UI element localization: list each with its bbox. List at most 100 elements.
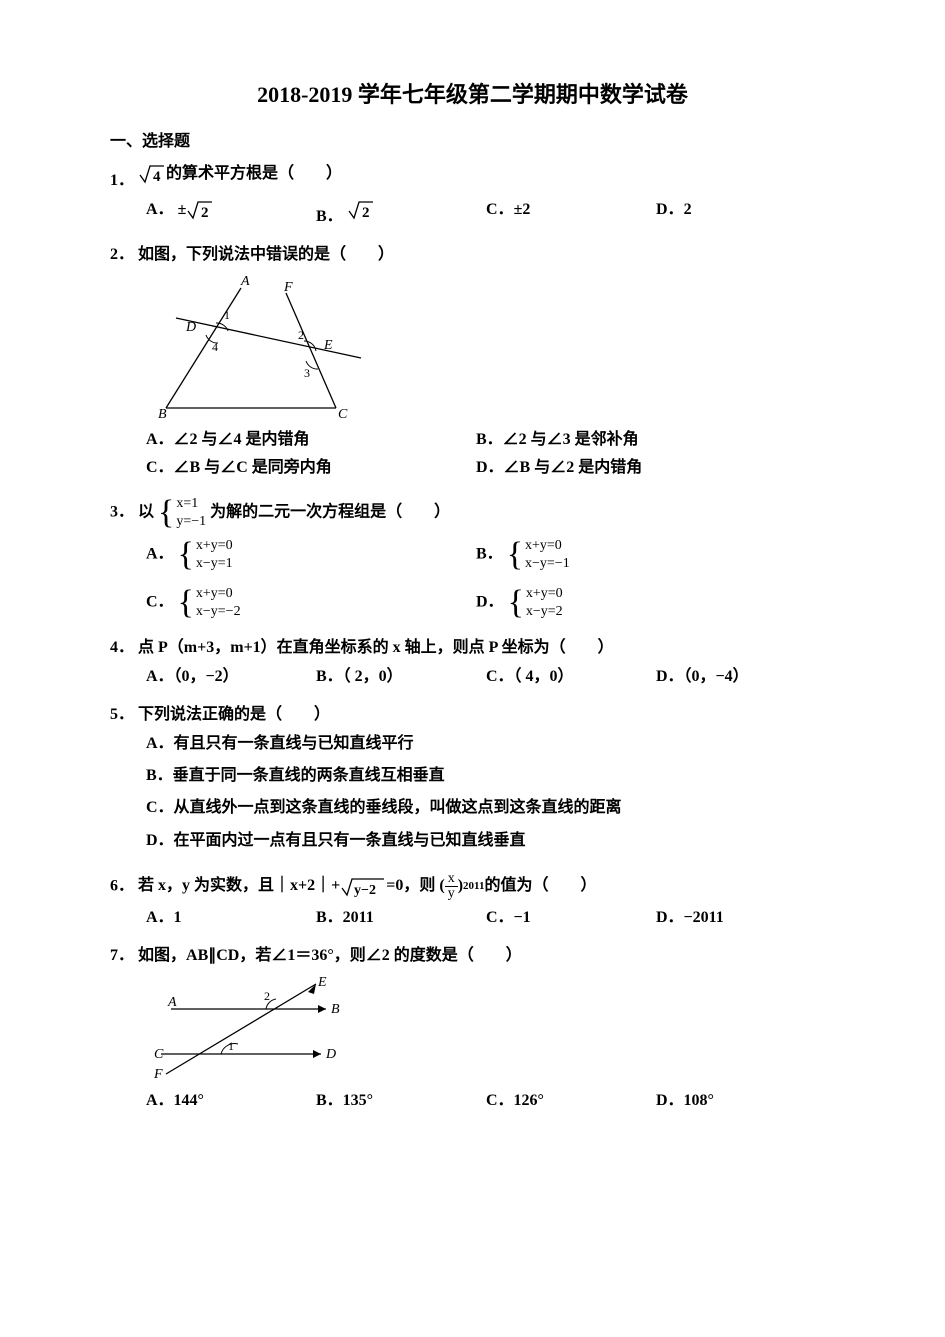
svg-text:3: 3 <box>304 366 310 380</box>
question-2: 2． 如图，下列说法中错误的是（ ） <box>110 244 835 266</box>
opt-label: B． <box>316 208 343 225</box>
svg-text:D: D <box>325 1047 336 1062</box>
q3-num: 3． <box>110 504 134 521</box>
question-5: 5． 下列说法正确的是（ ） <box>110 704 835 726</box>
fraction: x y <box>445 872 458 901</box>
svg-text:C: C <box>154 1047 164 1062</box>
q7-opt-a: A．144° <box>146 1090 306 1112</box>
opt-label: D． <box>476 594 504 611</box>
q7-num: 7． <box>110 947 134 964</box>
q1-opt-a: A． ± 2 <box>146 199 306 228</box>
q4-text: 点 P（m+3，m+1）在直角坐标系的 x 轴上，则点 P 坐标为（ ） <box>138 639 614 656</box>
sys-line: x−y=2 <box>526 603 563 621</box>
frac-num: x <box>445 872 458 887</box>
opt-label: C． <box>486 201 514 218</box>
svg-text:A: A <box>240 274 250 289</box>
q4-opt-a: A．（0，−2） <box>146 666 306 688</box>
svg-text:2: 2 <box>201 205 209 221</box>
q5-num: 5． <box>110 706 134 723</box>
q1-opt-c: C．±2 <box>486 199 646 228</box>
sys-line: x+y=0 <box>196 585 241 603</box>
svg-text:1: 1 <box>224 308 230 322</box>
text-part: 若 x，y 为实数，且｜x+2｜+ <box>138 875 340 897</box>
q5-opt-a: A．有且只有一条直线与已知直线平行 <box>146 733 825 755</box>
q5-opt-d: D．在平面内过一点有且只有一条直线与已知直线垂直 <box>146 830 825 852</box>
q7-opt-c: C．126° <box>486 1090 646 1112</box>
q4-opt-c: C．（ 4，0） <box>486 666 646 688</box>
svg-text:E: E <box>317 975 327 990</box>
q3-opt-c: C． {x+y=0x−y=−2 <box>146 585 466 621</box>
svg-text:A: A <box>167 995 177 1010</box>
svg-text:2: 2 <box>264 989 270 1003</box>
sys-line: x+y=0 <box>525 537 570 555</box>
q7-opt-b: B．135° <box>316 1090 476 1112</box>
q3-opt-b: B． {x+y=0x−y=−1 <box>476 537 796 573</box>
section-header: 一、选择题 <box>110 131 835 153</box>
opt-value: ±2 <box>514 201 531 218</box>
svg-text:y−2: y−2 <box>354 883 376 898</box>
q1-opt-d: D．2 <box>656 199 816 228</box>
q2-figure: A B C D E F 1 4 2 3 <box>146 273 835 423</box>
question-7: 7． 如图，AB∥CD，若∠1＝36°，则∠2 的度数是（ ） <box>110 945 835 967</box>
q2-opt-c: C．∠B 与∠C 是同旁内角 <box>146 457 466 479</box>
q2-text: 如图，下列说法中错误的是（ ） <box>138 246 394 263</box>
q1-options: A． ± 2 B． 2 C．±2 D．2 <box>146 199 835 234</box>
q6-opt-c: C．−1 <box>486 907 646 929</box>
sqrt-icon: 4 <box>138 163 166 185</box>
q1-opt-b: B． 2 <box>316 199 476 228</box>
q6-opt-d: D．−2011 <box>656 907 816 929</box>
question-3: 3． 以 { x=1 y=−1 为解的二元一次方程组是（ ） <box>110 495 835 531</box>
svg-text:4: 4 <box>212 340 218 354</box>
svg-text:B: B <box>331 1002 340 1017</box>
q2-options: A．∠2 与∠4 是内错角 B．∠2 与∠3 是邻补角 C．∠B 与∠C 是同旁… <box>146 429 835 486</box>
q6-text: 若 x，y 为实数，且｜x+2｜+ y−2 =0，则 ( x y )2011 的… <box>138 872 596 901</box>
q1-num: 1． <box>110 172 134 189</box>
sys-line: y=−1 <box>176 513 206 531</box>
sys-line: x=1 <box>176 495 206 513</box>
page-title: 2018-2019 学年七年级第二学期期中数学试卷 <box>110 80 835 111</box>
q3-opt-d: D． {x+y=0x−y=2 <box>476 585 796 621</box>
q5-opt-b: B．垂直于同一条直线的两条直线互相垂直 <box>146 765 825 787</box>
sqrt-icon: 2 <box>186 199 214 221</box>
q5-text: 下列说法正确的是（ ） <box>138 706 330 723</box>
svg-text:F: F <box>153 1067 163 1082</box>
svg-text:B: B <box>158 407 167 422</box>
q2-opt-a: A．∠2 与∠4 是内错角 <box>146 429 466 451</box>
sqrt-icon: y−2 <box>340 876 386 898</box>
svg-text:4: 4 <box>153 169 161 185</box>
svg-text:E: E <box>323 338 333 353</box>
q6-opt-a: A．1 <box>146 907 306 929</box>
q2-num: 2． <box>110 246 134 263</box>
svg-text:C: C <box>338 407 348 422</box>
sys-line: x−y=−2 <box>196 603 241 621</box>
sys-line: x+y=0 <box>526 585 563 603</box>
q3-opt-a: A． {x+y=0x−y=1 <box>146 537 466 573</box>
q7-opt-d: D．108° <box>656 1090 816 1112</box>
opt-value: 2 <box>684 201 692 218</box>
svg-text:2: 2 <box>362 205 370 221</box>
q6-opt-b: B．2011 <box>316 907 476 929</box>
q3-options-row2: C． {x+y=0x−y=−2 D． {x+y=0x−y=2 <box>146 585 835 627</box>
q1-suffix: 的算术平方根是（ ） <box>166 163 342 185</box>
q6-options: A．1 B．2011 C．−1 D．−2011 <box>146 907 835 935</box>
q4-opt-d: D．（0，−4） <box>656 666 816 688</box>
question-4: 4． 点 P（m+3，m+1）在直角坐标系的 x 轴上，则点 P 坐标为（ ） <box>110 637 835 659</box>
q1-text: 4 的算术平方根是（ ） <box>138 163 342 185</box>
q7-figure: A B C D E F 2 1 <box>146 974 835 1084</box>
svg-text:2: 2 <box>298 328 304 342</box>
svg-text:1: 1 <box>228 1039 234 1053</box>
opt-label: D． <box>656 201 684 218</box>
q4-num: 4． <box>110 639 134 656</box>
opt-label: A． <box>146 546 174 563</box>
opt-label: A． <box>146 201 174 218</box>
q6-num: 6． <box>110 877 134 894</box>
svg-text:D: D <box>185 320 196 335</box>
sqrt-icon: 2 <box>347 199 375 221</box>
q7-options: A．144° B．135° C．126° D．108° <box>146 1090 835 1118</box>
opt-label: B． <box>476 546 503 563</box>
opt-label: C． <box>146 594 174 611</box>
question-1: 1． 4 的算术平方根是（ ） <box>110 163 835 193</box>
q2-opt-d: D．∠B 与∠2 是内错角 <box>476 457 796 479</box>
geometry-diagram-icon: A B C D E F 1 4 2 3 <box>146 273 376 423</box>
q3-prefix: 以 <box>138 504 154 521</box>
